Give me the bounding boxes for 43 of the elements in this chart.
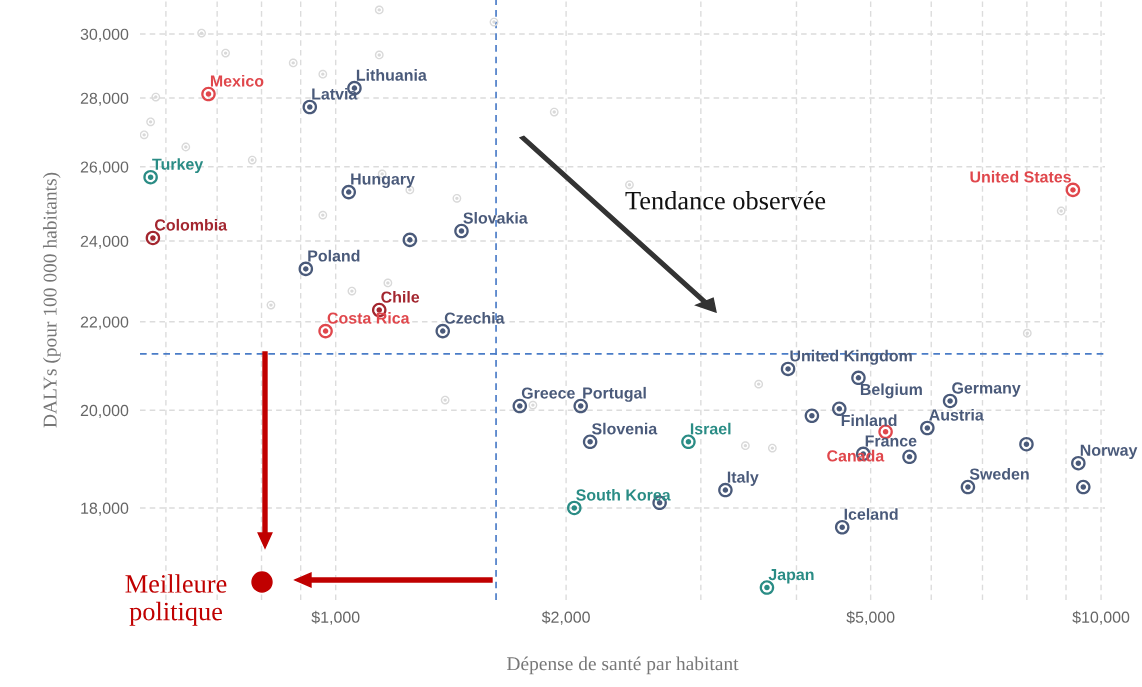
- y-axis-title: DALYs (pour 100 000 habitants): [42, 172, 61, 428]
- x-tick-label: $1,000: [311, 610, 360, 625]
- data-label: Lithuania: [356, 69, 427, 81]
- x-tick-label: $5,000: [846, 610, 895, 625]
- x-tick-label: $2,000: [541, 610, 590, 625]
- y-tick-label: 18,000: [81, 502, 129, 516]
- data-label: Belgium: [860, 383, 922, 399]
- data-label: Iceland: [844, 508, 898, 520]
- data-label: United States: [970, 170, 1071, 183]
- data-label: Italy: [727, 471, 759, 486]
- data-label: United Kingdom: [790, 349, 912, 365]
- y-tick-label: 24,000: [80, 235, 129, 249]
- x-tick-label: $10,000: [1072, 610, 1130, 625]
- data-label: Japan: [768, 569, 814, 584]
- data-label: South Korea: [576, 488, 671, 501]
- data-label: Austria: [929, 408, 984, 421]
- data-label: Chile: [381, 290, 420, 303]
- data-label: Mexico: [210, 75, 264, 87]
- y-tick-label: 28,000: [80, 92, 129, 106]
- y-tick-label: 30,000: [80, 28, 129, 42]
- data-label: Israel: [690, 422, 731, 435]
- data-label: Slovenia: [591, 422, 658, 435]
- x-axis-title: Dépense de santé par habitant: [506, 656, 739, 675]
- data-label: Sweden: [969, 468, 1029, 480]
- data-label: Hungary: [351, 173, 415, 188]
- data-label: Greece: [521, 387, 575, 399]
- data-label: Finland: [841, 414, 897, 427]
- data-label: Turkey: [152, 158, 204, 174]
- y-tick-label: 26,000: [80, 161, 129, 175]
- data-label: Latvia: [312, 87, 358, 100]
- y-tick-label: 20,000: [80, 404, 129, 419]
- data-label: France: [865, 435, 917, 447]
- data-label: Costa Rica: [327, 312, 410, 324]
- data-label: Poland: [308, 249, 360, 262]
- data-label: Portugal: [583, 386, 646, 402]
- data-label: Slovakia: [463, 211, 528, 224]
- data-label: Colombia: [154, 218, 228, 231]
- data-label: Czechia: [444, 312, 505, 324]
- data-label: Germany: [952, 382, 1021, 397]
- annotation: Tendance observée: [625, 191, 826, 210]
- y-tick-label: 22,000: [80, 316, 129, 330]
- annotation: Meilleure politique: [125, 574, 227, 626]
- data-label: Norway: [1080, 444, 1138, 460]
